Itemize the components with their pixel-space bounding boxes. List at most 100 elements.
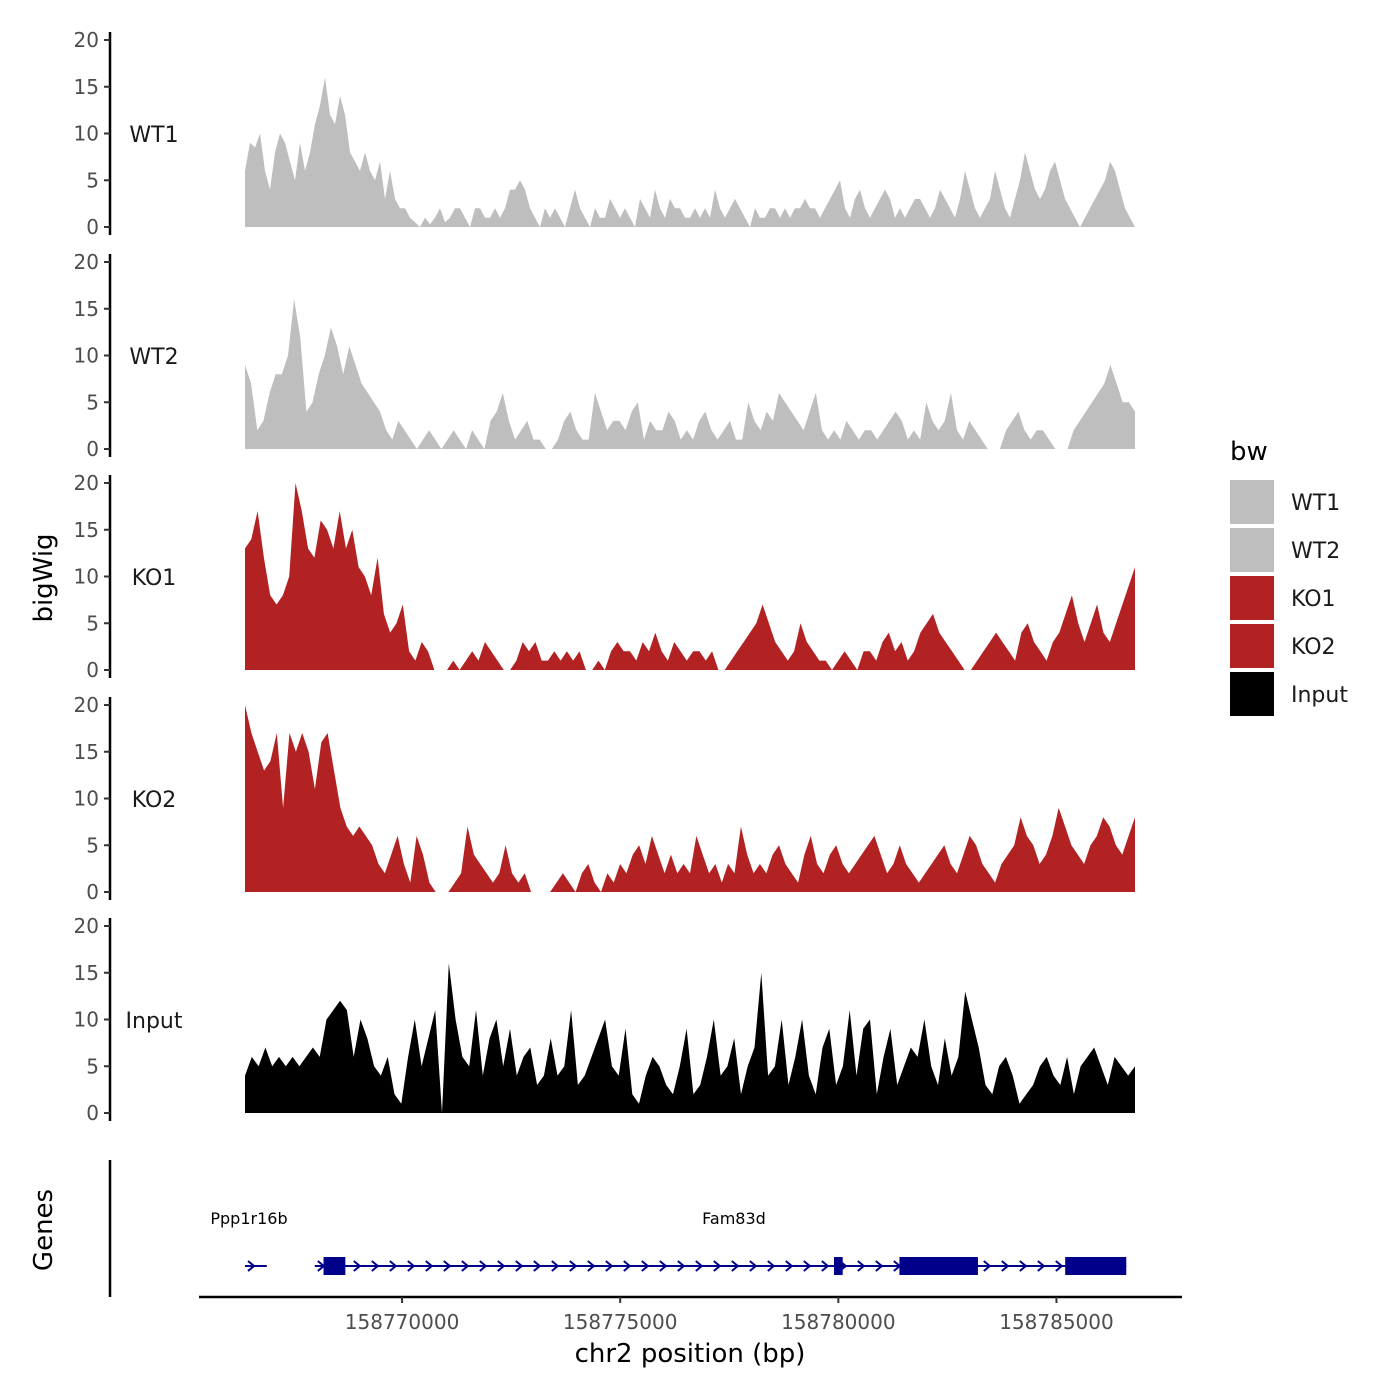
y-tick-label: 0 xyxy=(86,658,99,682)
gene-label-fam83d: Fam83d xyxy=(702,1209,766,1228)
tracks-layer: 0 5 10 15 20 WT1 0 5 10 15 20 WT2 0 5 10 15 20 KO1 0 5 10 15 2… xyxy=(74,28,1135,1125)
exon xyxy=(833,1257,843,1275)
y-tick-label: 0 xyxy=(86,437,99,461)
strand-arrow xyxy=(1055,1260,1064,1272)
legend-label-ko2: KO2 xyxy=(1291,635,1336,660)
strand-arrow xyxy=(425,1260,434,1272)
legend-label-ko1: KO1 xyxy=(1291,587,1336,612)
strand-arrow xyxy=(1019,1260,1028,1272)
strand-arrow xyxy=(677,1260,686,1272)
strand-arrow xyxy=(353,1260,362,1272)
legend-swatch-ko1 xyxy=(1230,576,1274,620)
strand-arrow xyxy=(605,1260,614,1272)
area-ko2 xyxy=(245,705,1135,892)
y-tick-label: 0 xyxy=(86,1101,99,1125)
genes-layer xyxy=(108,1160,1127,1297)
area-input xyxy=(245,963,1135,1113)
strand-arrow xyxy=(479,1260,488,1272)
area-wt1 xyxy=(245,77,1135,228)
x-tick-label: 158775000 xyxy=(563,1310,678,1334)
legend-label-wt1: WT1 xyxy=(1291,491,1340,516)
strand-arrow xyxy=(551,1260,560,1272)
strand-arrow xyxy=(569,1260,578,1272)
exon xyxy=(323,1257,346,1275)
x-axis: 158770000 158775000 158780000 158785000 xyxy=(199,1295,1182,1334)
strand-arrow xyxy=(497,1260,506,1272)
legend-label-input: Input xyxy=(1291,683,1348,708)
track-label-wt2: WT2 xyxy=(129,345,178,370)
track-wt1: 0 5 10 15 20 WT1 xyxy=(74,28,1135,239)
strand-arrow xyxy=(875,1260,884,1272)
legend-label-wt2: WT2 xyxy=(1291,539,1340,564)
legend-swatch-wt1 xyxy=(1230,480,1274,524)
strand-arrow xyxy=(821,1260,830,1272)
legend-swatch-input xyxy=(1230,672,1274,716)
y-tick-label: 20 xyxy=(74,250,99,274)
track-label-wt1: WT1 xyxy=(129,123,178,148)
strand-arrow xyxy=(749,1260,758,1272)
gene-ppp1r16b xyxy=(245,1260,267,1272)
strand-arrow xyxy=(515,1260,524,1272)
legend-swatch-ko2 xyxy=(1230,624,1274,668)
area-wt2 xyxy=(245,299,1135,449)
strand-arrow xyxy=(389,1260,398,1272)
strand-arrow xyxy=(767,1260,776,1272)
strand-arrow xyxy=(1037,1260,1046,1272)
legend-swatch-wt2 xyxy=(1230,528,1274,572)
y-tick-label: 5 xyxy=(86,168,99,192)
y-tick-label: 5 xyxy=(86,611,99,635)
strand-arrow xyxy=(443,1260,452,1272)
strand-arrow xyxy=(247,1260,256,1272)
y-tick-label: 0 xyxy=(86,880,99,904)
y-tick-label: 10 xyxy=(74,787,99,811)
x-axis-title: chr2 position (bp) xyxy=(575,1339,806,1369)
y-tick-label: 15 xyxy=(74,740,99,764)
y-axis-title: bigWig xyxy=(29,533,59,622)
y-tick-label: 5 xyxy=(86,833,99,857)
x-tick-label: 158780000 xyxy=(781,1310,896,1334)
strand-arrow xyxy=(983,1260,992,1272)
exon xyxy=(1065,1257,1127,1275)
strand-arrow xyxy=(407,1260,416,1272)
strand-arrow xyxy=(785,1260,794,1272)
y-tick-label: 20 xyxy=(74,471,99,495)
track-wt2: 0 5 10 15 20 WT2 xyxy=(74,250,1135,461)
y-tick-label: 20 xyxy=(74,914,99,938)
y-tick-label: 0 xyxy=(86,215,99,239)
y-tick-label: 20 xyxy=(74,28,99,52)
y-tick-label: 10 xyxy=(74,122,99,146)
track-label-input: Input xyxy=(126,1009,183,1034)
y-tick-label: 15 xyxy=(74,297,99,321)
gene-fam83d xyxy=(314,1257,1127,1275)
strand-arrow xyxy=(587,1260,596,1272)
x-tick-label: 158785000 xyxy=(999,1310,1114,1334)
y-tick-label: 10 xyxy=(74,565,99,589)
strand-arrow xyxy=(659,1260,668,1272)
y-tick-label: 10 xyxy=(74,1008,99,1032)
gene-label-ppp1r16b: Ppp1r16b xyxy=(210,1209,287,1228)
strand-arrow xyxy=(641,1260,650,1272)
track-label-ko1: KO1 xyxy=(132,566,177,591)
y-tick-label: 15 xyxy=(74,518,99,542)
legend: WT1 WT2 KO1 KO2 Input xyxy=(1230,480,1348,716)
strand-arrow xyxy=(695,1260,704,1272)
strand-arrow xyxy=(461,1260,470,1272)
area-ko1 xyxy=(245,483,1135,670)
strand-arrow xyxy=(1001,1260,1010,1272)
track-label-ko2: KO2 xyxy=(132,788,177,813)
strand-arrow xyxy=(857,1260,866,1272)
x-tick-label: 158770000 xyxy=(345,1310,460,1334)
track-input: 0 5 10 15 20 Input xyxy=(74,914,1135,1125)
y-tick-label: 5 xyxy=(86,390,99,414)
strand-arrow xyxy=(731,1260,740,1272)
genes-axis-title: Genes xyxy=(29,1189,59,1271)
y-tick-label: 10 xyxy=(74,344,99,368)
strand-arrow xyxy=(533,1260,542,1272)
y-tick-label: 15 xyxy=(74,961,99,985)
y-tick-label: 5 xyxy=(86,1054,99,1078)
track-ko2: 0 5 10 15 20 KO2 xyxy=(74,693,1135,904)
strand-arrow xyxy=(713,1260,722,1272)
strand-arrow xyxy=(371,1260,380,1272)
strand-arrow xyxy=(623,1260,632,1272)
